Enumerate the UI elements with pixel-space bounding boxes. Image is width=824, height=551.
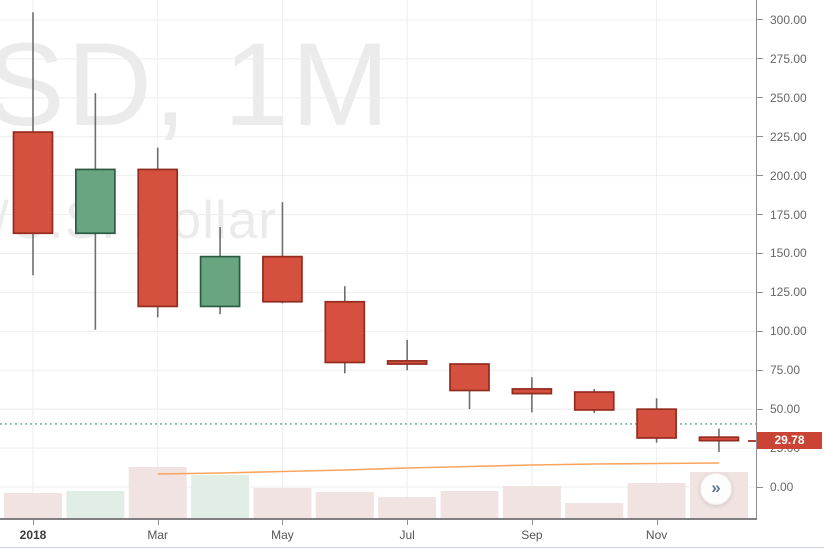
volume-bar[interactable] bbox=[4, 493, 62, 519]
price-tick-mark bbox=[757, 252, 763, 254]
volume-ma-line bbox=[157, 462, 719, 475]
price-tick-mark bbox=[757, 369, 763, 371]
price-tick-mark bbox=[757, 291, 763, 293]
price-tick-mark bbox=[757, 136, 763, 138]
price-tick-mark bbox=[757, 19, 763, 21]
price-tick-label: 0.00 bbox=[770, 480, 794, 494]
price-tick-label: 150.00 bbox=[770, 246, 807, 261]
volume-bar[interactable] bbox=[440, 491, 499, 519]
candle-body[interactable] bbox=[324, 300, 366, 364]
candle-body[interactable] bbox=[262, 255, 303, 303]
price-tick-mark bbox=[757, 486, 763, 488]
volume-bar[interactable] bbox=[378, 497, 437, 519]
price-tick-mark bbox=[757, 97, 763, 99]
time-tick-mark bbox=[531, 520, 533, 525]
time-tick-label: Mar bbox=[147, 528, 169, 542]
time-axis[interactable]: 2018 Mar May Jul Sep Nov bbox=[0, 518, 824, 551]
candle-body[interactable] bbox=[199, 255, 241, 308]
price-tick-mark bbox=[757, 330, 763, 332]
price-tick-label: 125.00 bbox=[770, 285, 807, 300]
time-tick-mark bbox=[33, 520, 34, 525]
candle-body[interactable] bbox=[12, 131, 54, 235]
volume-bar[interactable] bbox=[191, 475, 250, 519]
price-tick-mark bbox=[757, 214, 763, 216]
price-tick-label: 50.00 bbox=[770, 402, 801, 417]
candle-body[interactable] bbox=[698, 436, 740, 442]
volume-bar[interactable] bbox=[315, 492, 374, 519]
candle-body[interactable] bbox=[386, 360, 428, 365]
price-tick-label: 250.00 bbox=[770, 90, 807, 105]
volume-bar[interactable] bbox=[502, 486, 561, 519]
double-chevron-right-icon: » bbox=[711, 478, 721, 497]
time-tick-label: Jul bbox=[399, 528, 415, 542]
price-tick-mark bbox=[757, 408, 763, 410]
time-tick-label: Sep bbox=[521, 528, 543, 542]
price-tick-label: 275.00 bbox=[770, 51, 807, 66]
time-tick-label: Nov bbox=[645, 528, 668, 542]
price-tick-label: 100.00 bbox=[770, 324, 807, 339]
price-tick-label: 300.00 bbox=[770, 12, 807, 27]
watermark-symbol: SD, 1M bbox=[0, 19, 392, 151]
price-tick-label: 75.00 bbox=[770, 363, 801, 378]
last-price-badge: 29.78 bbox=[757, 432, 822, 450]
volume-bar[interactable] bbox=[565, 503, 624, 519]
price-axis[interactable]: 300.00 275.00 250.00 225.00 200.00 175.00 150.… bbox=[756, 0, 824, 520]
price-tick-mark bbox=[757, 175, 763, 177]
price-tick-label: 200.00 bbox=[770, 168, 807, 183]
time-tick-label: 2018 bbox=[19, 528, 47, 542]
candlestick-plot[interactable] bbox=[0, 0, 756, 520]
time-tick-mark bbox=[407, 520, 409, 525]
last-price-tick bbox=[748, 439, 756, 442]
candle-body[interactable] bbox=[75, 168, 116, 235]
candle-body[interactable] bbox=[137, 168, 179, 308]
candle-body[interactable] bbox=[449, 363, 490, 392]
scroll-to-recent-button[interactable]: » bbox=[700, 473, 732, 505]
pane-divider[interactable] bbox=[0, 547, 824, 548]
volume-bar[interactable] bbox=[66, 491, 125, 519]
time-tick-mark bbox=[282, 520, 284, 525]
time-tick-label: May bbox=[271, 528, 294, 542]
volume-bar[interactable] bbox=[253, 488, 312, 519]
candle-body[interactable] bbox=[511, 388, 553, 395]
time-tick-mark bbox=[656, 520, 658, 525]
price-tick-label: 225.00 bbox=[770, 129, 807, 144]
candle-body[interactable] bbox=[573, 391, 615, 411]
volume-bar[interactable] bbox=[128, 467, 187, 519]
price-tick-label: 175.00 bbox=[770, 207, 807, 222]
candle-body[interactable] bbox=[636, 408, 677, 439]
time-axis-border bbox=[0, 518, 757, 520]
price-tick-mark bbox=[757, 58, 763, 60]
volume-bar[interactable] bbox=[627, 483, 686, 519]
time-tick-mark bbox=[157, 520, 159, 525]
